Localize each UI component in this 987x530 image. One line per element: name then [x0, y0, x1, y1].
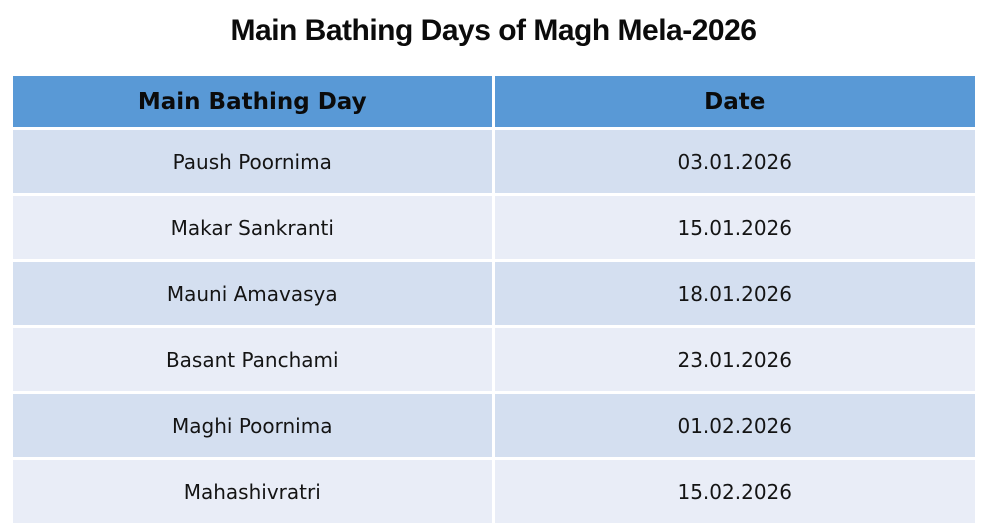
table-header-row: Main Bathing Day Date: [12, 76, 975, 127]
cell-bathing-day: Maghi Poornima: [12, 394, 492, 457]
cell-bathing-day: Basant Panchami: [12, 328, 492, 391]
table-row: Mauni Amavasya 18.01.2026: [12, 262, 975, 325]
cell-bathing-day: Paush Poornima: [12, 130, 492, 193]
header-cell-bathing-day: Main Bathing Day: [12, 76, 492, 127]
cell-bathing-day: Makar Sankranti: [12, 196, 492, 259]
table-row: Basant Panchami 23.01.2026: [12, 328, 975, 391]
bathing-days-table: Main Bathing Day Date Paush Poornima 03.…: [10, 73, 978, 526]
cell-date: 15.01.2026: [495, 196, 975, 259]
table-row: Paush Poornima 03.01.2026: [12, 130, 975, 193]
header-cell-date: Date: [495, 76, 975, 127]
cell-date: 01.02.2026: [495, 394, 975, 457]
cell-date: 23.01.2026: [495, 328, 975, 391]
cell-bathing-day: Mauni Amavasya: [12, 262, 492, 325]
cell-date: 03.01.2026: [495, 130, 975, 193]
table-row: Makar Sankranti 15.01.2026: [12, 196, 975, 259]
cell-date: 15.02.2026: [495, 460, 975, 523]
table-row: Maghi Poornima 01.02.2026: [12, 394, 975, 457]
table-row: Mahashivratri 15.02.2026: [12, 460, 975, 523]
cell-date: 18.01.2026: [495, 262, 975, 325]
page-title: Main Bathing Days of Magh Mela-2026: [230, 14, 757, 47]
cell-bathing-day: Mahashivratri: [12, 460, 492, 523]
